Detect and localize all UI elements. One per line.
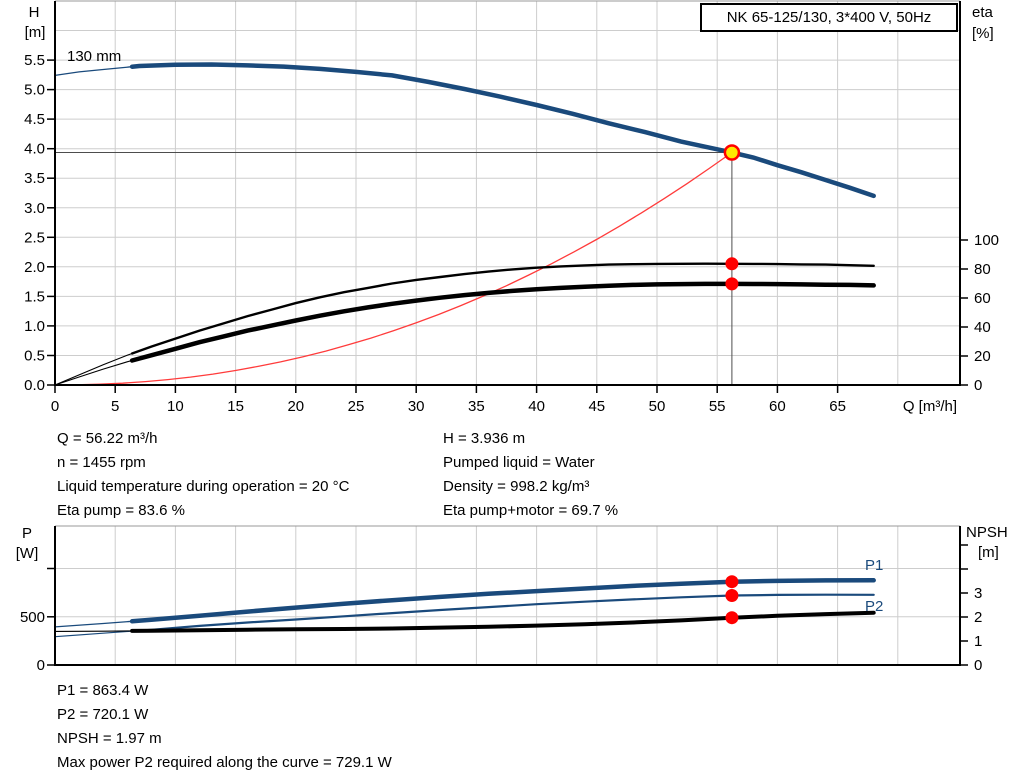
duty-parabola — [54, 151, 733, 386]
curve-head-thick — [129, 62, 876, 199]
info-line-eta-pump: Eta pump = 83.6 % — [57, 502, 185, 519]
impeller-diameter-label: 130 mm — [67, 48, 121, 65]
curve-head-thin — [54, 66, 133, 77]
x-tick-label: 40 — [528, 398, 545, 415]
info-line-density: Density = 998.2 kg/m³ — [443, 478, 590, 495]
right-tick-label: 0 — [974, 657, 982, 674]
info-line-head: H = 3.936 m — [443, 430, 526, 447]
x-tick-label: 65 — [829, 398, 846, 415]
right-tick-label: 80 — [974, 261, 991, 278]
left-tick-label: 0.0 — [24, 377, 45, 394]
right-tick-label: 100 — [974, 232, 999, 249]
bottom-chart: 0 500 0 1 2 3 — [20, 525, 982, 674]
curve-p2-thin — [54, 630, 133, 638]
left-tick-label: 4.0 — [24, 141, 45, 158]
x-tick-label: 25 — [348, 398, 365, 415]
left-tick-label: 5.0 — [24, 82, 45, 99]
curve-p1-thick — [129, 578, 876, 624]
info-line-npsh: NPSH = 1.97 m — [57, 730, 162, 747]
x-tick-label: 55 — [709, 398, 726, 415]
curve-eta_pump_motor-thin — [54, 359, 133, 386]
right-tick-label: 60 — [974, 290, 991, 307]
x-tick-label: 15 — [227, 398, 244, 415]
left-tick-label: 1.0 — [24, 318, 45, 335]
p1-curve-label: P1 — [865, 557, 883, 574]
duty-dot-npsh — [725, 611, 739, 625]
left-tick-label: 3.0 — [24, 200, 45, 217]
duty-dot-eta_pump — [725, 257, 739, 271]
left-tick-label: 500 — [20, 609, 45, 626]
info-line-speed: n = 1455 rpm — [57, 454, 146, 471]
left-tick-label: 2.5 — [24, 229, 45, 246]
power-info-block: P1 = 863.4 W P2 = 720.1 W NPSH = 1.97 m … — [57, 679, 392, 775]
left-tick-label: 2.0 — [24, 259, 45, 276]
info-line-liquid: Pumped liquid = Water — [443, 454, 595, 471]
curve-npsh-thin — [54, 630, 133, 632]
x-tick-label: 10 — [167, 398, 184, 415]
info-line-p1: P1 = 863.4 W — [57, 682, 149, 699]
info-line-max-power: Max power P2 required along the curve = … — [57, 754, 392, 771]
duty-dot-eta_pump_motor — [725, 277, 739, 291]
right-tick-label: 0 — [974, 377, 982, 394]
info-line-eta-pump-motor: Eta pump+motor = 69.7 % — [443, 502, 619, 519]
x-tick-label: 45 — [588, 398, 605, 415]
right-tick-label: 20 — [974, 348, 991, 365]
npsh-axis-unit: [m] — [978, 544, 999, 561]
x-tick-label: 60 — [769, 398, 786, 415]
x-tick-label: 20 — [287, 398, 304, 415]
curve-p2-thick — [131, 593, 875, 633]
duty-dot-p1 — [725, 575, 739, 589]
left-tick-label: 1.5 — [24, 288, 45, 305]
x-tick-label: 0 — [51, 398, 59, 415]
left-tick-label: 3.5 — [24, 170, 45, 187]
head-axis-unit: [m] — [25, 24, 46, 41]
right-tick-label: 2 — [974, 609, 982, 626]
x-tick-label: 50 — [649, 398, 666, 415]
right-tick-label: 40 — [974, 319, 991, 336]
curve-npsh-thick — [130, 610, 876, 633]
npsh-axis-label: NPSH — [966, 524, 1008, 541]
power-axis-unit: [W] — [16, 545, 39, 562]
info-line-q: Q = 56.22 m³/h — [57, 430, 158, 447]
x-tick-label: 5 — [111, 398, 119, 415]
curve-eta_pump_motor-thick — [129, 281, 876, 363]
eta-axis-unit: [%] — [972, 25, 994, 42]
operating-point-marker — [723, 144, 741, 161]
flow-axis-label: Q [m³/h] — [903, 398, 957, 415]
eta-axis-label: eta — [972, 4, 994, 21]
left-tick-label: 0 — [37, 657, 45, 674]
left-tick-label: 5.5 — [24, 52, 45, 69]
x-tick-label: 30 — [408, 398, 425, 415]
x-tick-label: 35 — [468, 398, 485, 415]
duty-info-left: Q = 56.22 m³/h n = 1455 rpm Liquid tempe… — [57, 427, 349, 523]
duty-info-right: H = 3.936 m Pumped liquid = Water Densit… — [443, 427, 618, 523]
right-tick-label: 1 — [974, 633, 982, 650]
pump-title-box: NK 65-125/130, 3*400 V, 50Hz — [700, 3, 958, 32]
curve-p1-thin — [54, 620, 133, 628]
info-line-temperature: Liquid temperature during operation = 20… — [57, 478, 350, 495]
curve-eta_pump-thin — [54, 352, 133, 386]
head-axis-label: H — [29, 4, 40, 21]
info-line-p2: P2 = 720.1 W — [57, 706, 149, 723]
curve-eta_pump-thick — [130, 262, 875, 355]
power-axis-label: P — [22, 525, 32, 542]
left-tick-label: 4.5 — [24, 111, 45, 128]
right-tick-label: 3 — [974, 585, 982, 602]
duty-dot-p2 — [725, 589, 739, 602]
left-tick-label: 0.5 — [24, 348, 45, 365]
top-chart: 0.0 0.5 1.0 1.5 2.0 2.5 3.0 3.5 4.0 4.5 5.0 5.5 0 20 4… — [24, 0, 999, 415]
p2-curve-label: P2 — [865, 598, 883, 615]
